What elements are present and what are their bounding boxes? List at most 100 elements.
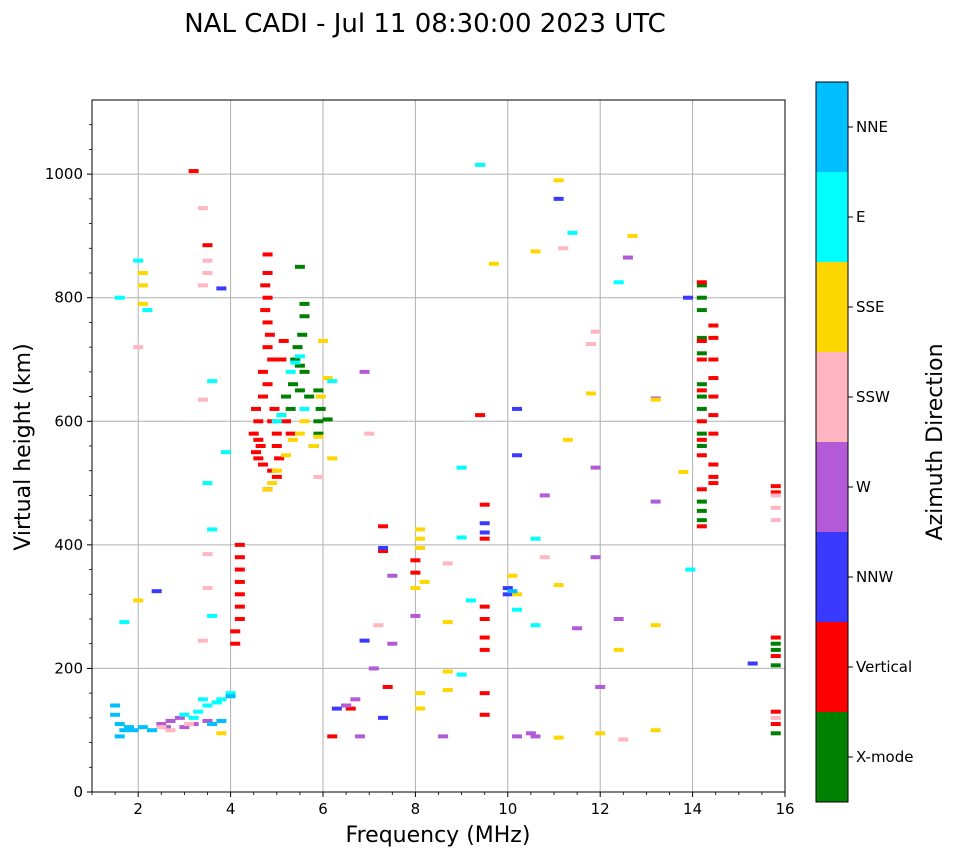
echo-point <box>708 335 719 340</box>
echo-point <box>308 444 319 448</box>
echo-point <box>294 264 305 269</box>
echo-point <box>770 518 781 523</box>
echo-point <box>165 728 176 733</box>
echo-point <box>696 382 707 387</box>
x-tick-label: 10 <box>498 800 517 818</box>
echo-point <box>128 728 139 733</box>
echo-point <box>299 369 310 374</box>
echo-point <box>202 481 213 486</box>
echo-point <box>507 589 518 594</box>
echo-point <box>479 502 490 507</box>
echo-point <box>262 252 273 257</box>
echo-point <box>456 535 467 540</box>
series-e <box>114 162 696 720</box>
echo-point <box>114 734 125 739</box>
echo-point <box>174 715 185 720</box>
echo-point <box>708 481 719 486</box>
plot-area: 2 4 6 8 10 12 14 16 0 200 400 600 800 1000 <box>45 99 795 818</box>
echo-point <box>415 545 426 550</box>
echo-point <box>197 283 208 288</box>
echo-point <box>696 338 707 343</box>
echo-point <box>696 388 707 393</box>
y-tick-label: 1000 <box>45 165 83 183</box>
echo-point <box>156 725 167 730</box>
echo-point <box>276 357 287 362</box>
echo-point <box>595 684 606 689</box>
echo-point <box>207 722 218 727</box>
echo-point <box>327 734 338 739</box>
echo-point <box>255 444 266 448</box>
echo-point <box>442 669 453 674</box>
echo-point <box>193 709 204 714</box>
echo-point <box>220 450 231 455</box>
echo-point <box>682 295 693 300</box>
echo-point <box>299 314 310 319</box>
echo-point <box>415 536 426 541</box>
echo-point <box>558 246 569 251</box>
echo-point <box>562 437 573 442</box>
colorbar-label: Azimuth Direction <box>923 343 948 540</box>
echo-point <box>225 694 236 699</box>
echo-point <box>225 691 236 696</box>
echo-point <box>267 481 278 486</box>
echo-point <box>650 623 661 628</box>
echo-point <box>216 731 227 736</box>
series-vertical <box>188 169 781 739</box>
echo-point <box>123 725 134 730</box>
series-nnw <box>151 196 758 720</box>
echo-point <box>216 718 227 723</box>
echo-point <box>202 271 213 275</box>
echo-point <box>313 474 324 479</box>
echo-point <box>142 308 153 313</box>
echo-point <box>260 283 271 288</box>
echo-point <box>415 706 426 711</box>
colorbar: X-mode Vertical NNW W SSW SSE E NNE <box>815 81 913 803</box>
echo-point <box>294 363 305 368</box>
echo-point <box>696 487 707 492</box>
data-marks <box>110 162 781 742</box>
echo-point <box>271 444 282 448</box>
echo-point <box>318 338 328 343</box>
echo-point <box>747 661 758 666</box>
echo-point <box>207 527 218 532</box>
echo-point <box>262 320 273 325</box>
echo-point <box>114 295 125 300</box>
echo-point <box>512 453 523 458</box>
echo-point <box>294 354 305 359</box>
echo-point <box>708 394 719 399</box>
echo-point <box>567 230 578 235</box>
echo-point <box>479 617 490 621</box>
echo-point <box>197 697 208 702</box>
echo-point <box>281 453 292 458</box>
echo-point <box>290 360 301 365</box>
echo-point <box>378 545 389 550</box>
x-tick-label: 4 <box>226 800 236 818</box>
echo-point <box>378 524 389 529</box>
echo-point <box>438 734 449 739</box>
echo-point <box>345 706 356 711</box>
echo-point <box>133 258 144 263</box>
echo-point <box>264 332 275 337</box>
echo-point <box>234 555 245 560</box>
echo-point <box>230 641 241 646</box>
echo-point <box>530 536 541 541</box>
echo-point <box>678 469 689 474</box>
colorbar-segment <box>816 622 848 712</box>
echo-point <box>341 703 352 708</box>
echo-point <box>202 718 213 723</box>
echo-point <box>410 586 421 591</box>
echo-point <box>262 345 273 350</box>
echo-point <box>267 357 278 362</box>
colorbar-segment <box>816 712 848 802</box>
echo-point <box>297 332 308 337</box>
echo-point <box>770 722 781 727</box>
echo-point <box>262 295 273 300</box>
echo-point <box>708 357 719 362</box>
echo-point <box>253 456 264 461</box>
echo-point <box>327 379 338 384</box>
echo-point <box>137 301 148 306</box>
echo-point <box>512 734 523 739</box>
echo-point <box>276 413 287 418</box>
echo-point <box>299 301 310 306</box>
echo-point <box>770 493 781 498</box>
